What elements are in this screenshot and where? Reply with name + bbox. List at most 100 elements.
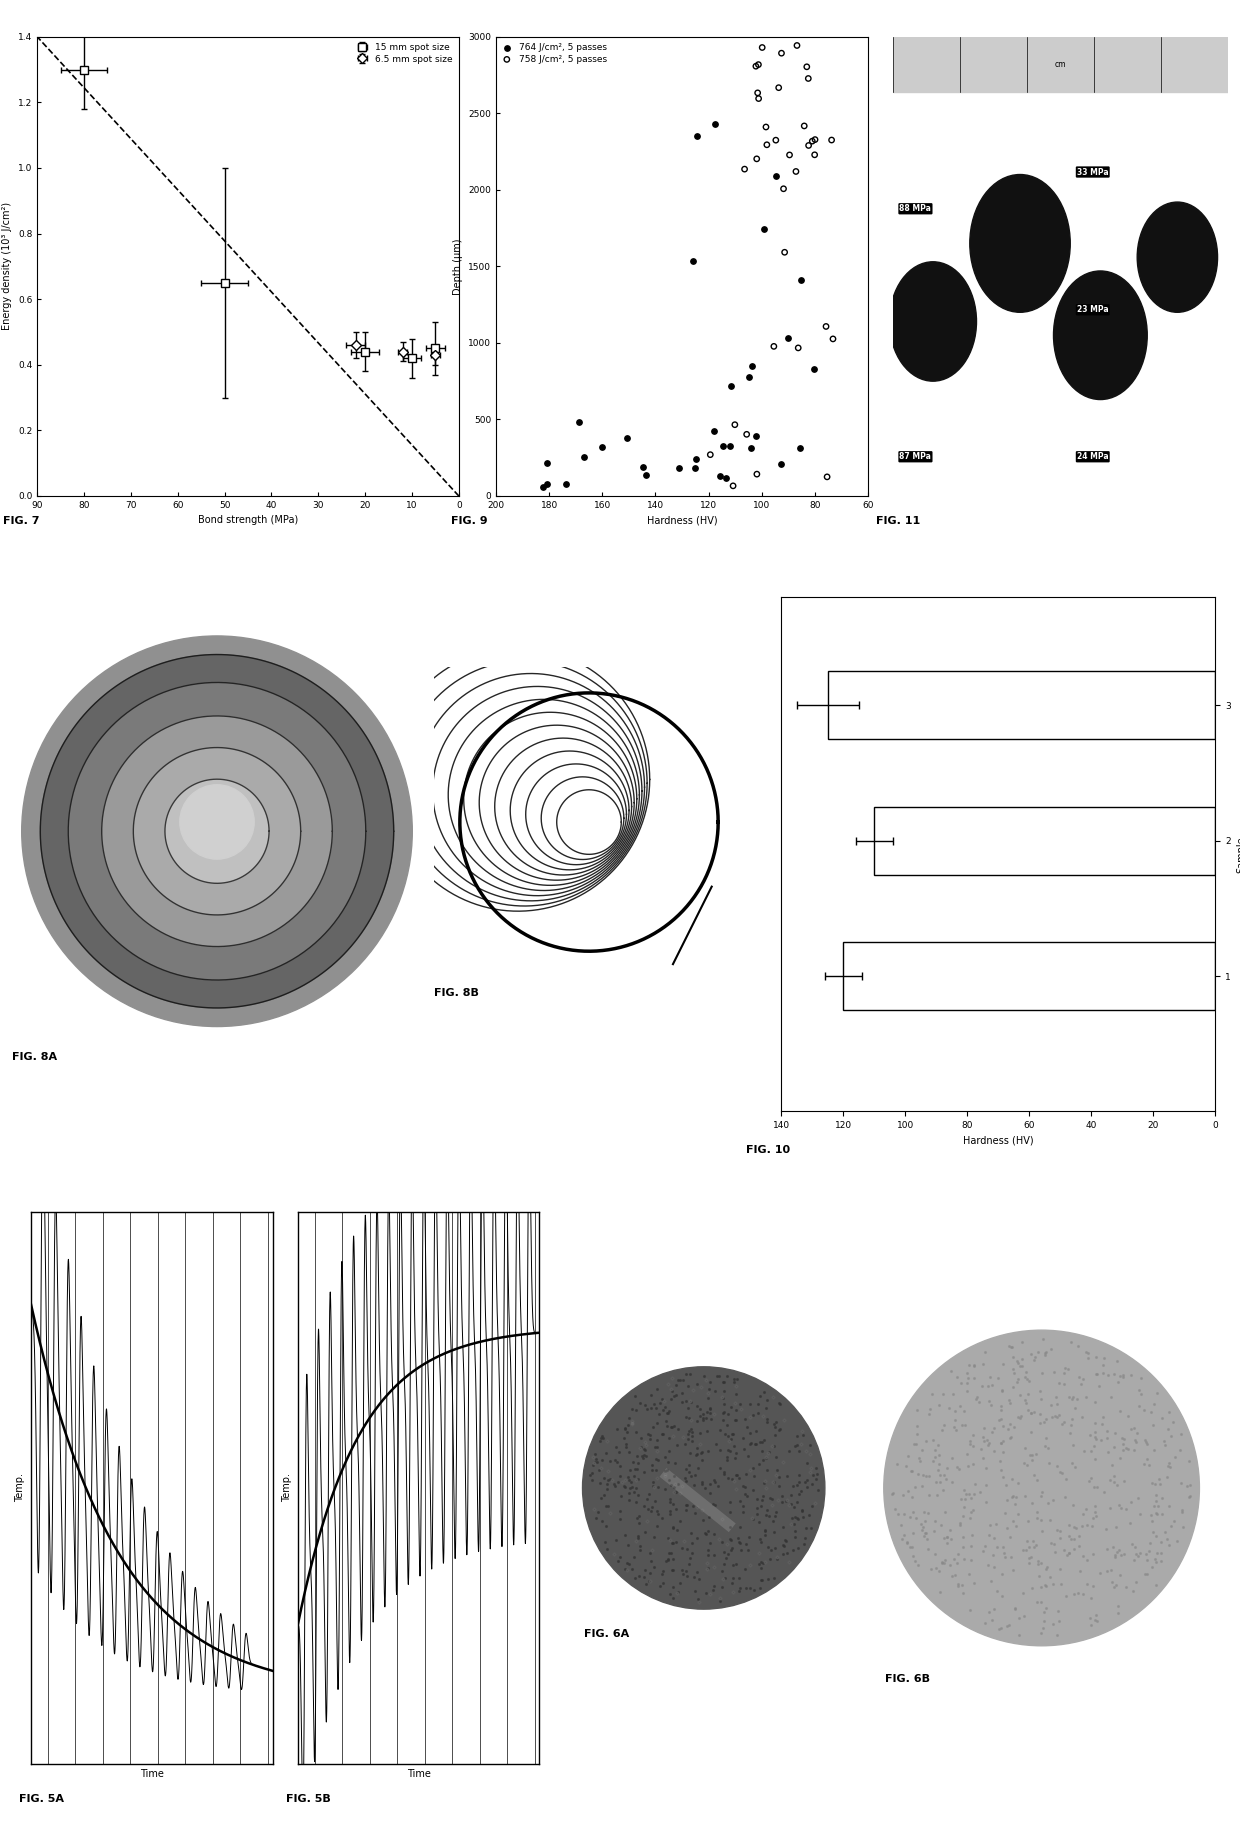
Point [1112,1363,1132,1392]
Point [677,1561,697,1591]
Point [785,1431,805,1460]
Point [760,1545,780,1574]
Point [678,1370,698,1400]
Y-axis label: Sample: Sample [1236,836,1240,873]
Point [935,1545,955,1574]
Point [754,1468,774,1497]
Point [630,1389,650,1418]
Point [733,1424,753,1453]
Point [897,1528,916,1558]
Point [665,1462,684,1492]
Circle shape [134,748,301,915]
Text: 88 MPa: 88 MPa [899,204,931,213]
Point [913,1460,932,1490]
Point [1069,1532,1089,1561]
Point [894,1521,914,1550]
Point [765,1409,785,1438]
Circle shape [884,1330,1199,1646]
Point [660,1499,680,1528]
Point [950,1455,970,1484]
Point [764,1468,784,1497]
Point [1045,1538,1065,1567]
Point [699,1394,719,1424]
Point [773,1448,792,1477]
Point [755,1378,775,1407]
Point [1095,1343,1115,1372]
Point [663,1422,683,1451]
Point [601,1466,621,1495]
Point [1147,1499,1167,1528]
Point [662,1363,682,1392]
Point [671,1479,691,1508]
Text: 87 MPa: 87 MPa [899,452,931,461]
Point [681,1543,701,1572]
Point [1024,1343,1044,1372]
Point [1012,1350,1032,1380]
Point [1032,1358,1052,1387]
Point [999,1385,1019,1414]
764 J/cm², 5 passes [591,432,611,461]
Point [1172,1495,1192,1525]
Point [647,1464,667,1493]
758 J/cm², 5 passes [756,112,776,141]
Point [913,1516,932,1545]
Point [1054,1482,1074,1512]
Text: 2): 2) [993,158,1002,167]
Point [756,1442,776,1471]
Point [1111,1442,1131,1471]
Point [1074,1541,1094,1571]
Point [692,1437,712,1466]
Point [1121,1488,1141,1517]
764 J/cm², 5 passes [683,246,703,276]
Point [682,1418,702,1448]
Point [963,1350,983,1380]
Point [952,1523,972,1552]
Point [718,1435,738,1464]
Point [1141,1396,1161,1426]
Point [1171,1468,1190,1497]
Point [725,1370,745,1400]
Point [652,1385,672,1414]
Point [1127,1418,1147,1448]
Point [629,1521,649,1550]
Point [696,1519,715,1549]
Point [1138,1449,1158,1479]
Point [1137,1444,1157,1473]
Point [758,1438,777,1468]
Point [1019,1543,1039,1572]
Point [918,1499,937,1528]
Point [1110,1396,1130,1426]
Point [1114,1359,1133,1389]
Point [693,1403,713,1433]
Point [743,1475,763,1505]
Point [1094,1477,1114,1506]
764 J/cm², 5 passes [791,265,811,294]
Point [1050,1569,1070,1598]
Point [913,1471,932,1501]
Point [727,1396,746,1426]
Point [992,1376,1012,1405]
Point [1047,1516,1066,1545]
Point [622,1409,642,1438]
Point [681,1462,701,1492]
Point [610,1543,630,1572]
Point [1025,1440,1045,1470]
Point [678,1424,698,1453]
Point [658,1370,678,1400]
Point [642,1536,662,1565]
Circle shape [970,175,1070,312]
Point [1086,1343,1106,1372]
Point [991,1427,1011,1457]
Point [667,1578,687,1607]
Point [687,1369,707,1398]
Point [1094,1359,1114,1389]
Point [749,1538,769,1567]
Point [1173,1514,1193,1543]
Point [740,1455,760,1484]
Point [1109,1367,1128,1396]
Point [647,1464,667,1493]
Point [655,1462,675,1492]
Text: s): s) [1066,268,1075,277]
Point [987,1363,1007,1392]
Point [1033,1477,1053,1506]
